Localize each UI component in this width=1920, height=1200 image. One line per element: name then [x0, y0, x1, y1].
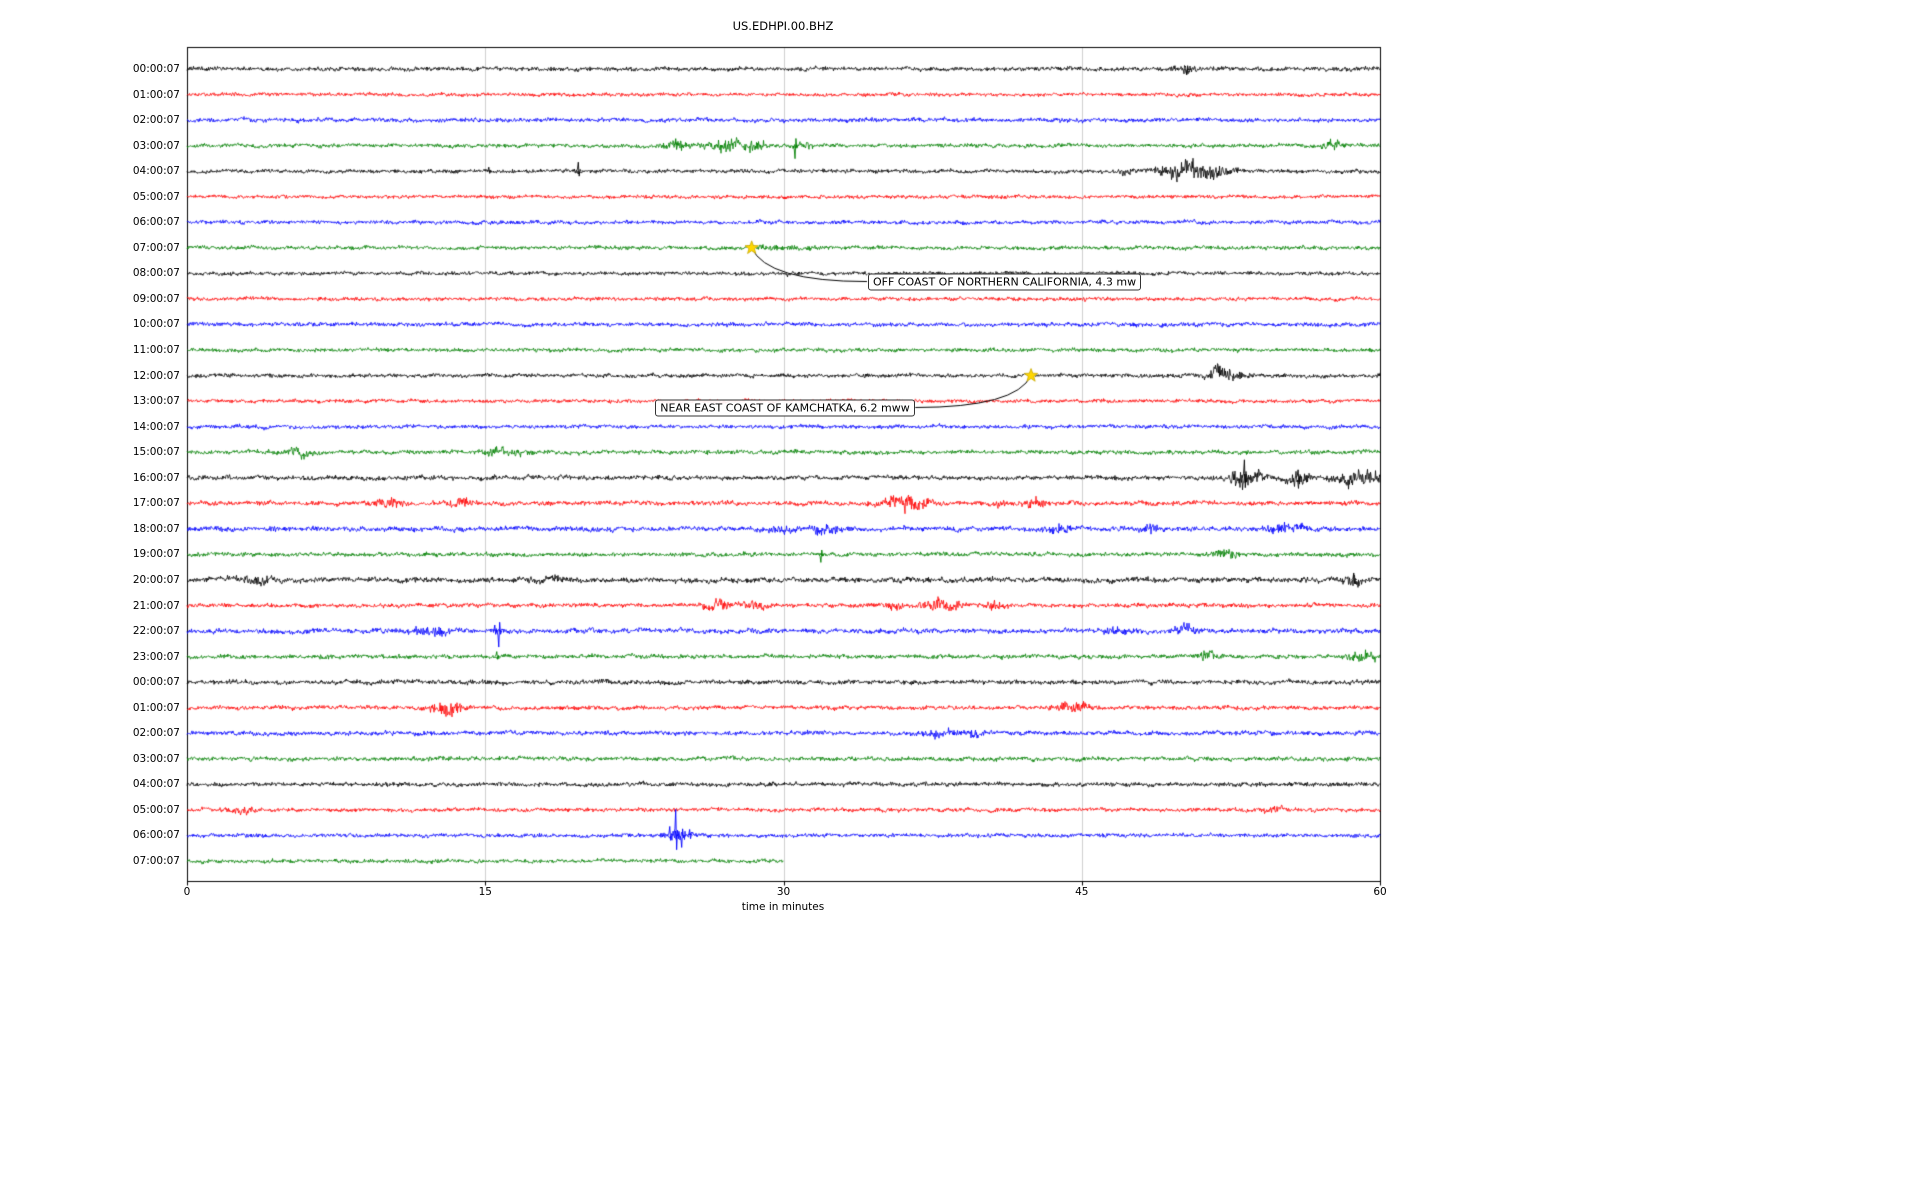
row-label: 07:00:07	[132, 854, 180, 867]
row-label: 18:00:07	[132, 522, 180, 535]
row-label: 03:00:07	[132, 139, 180, 152]
event-annotation: NEAR EAST COAST OF KAMCHATKA, 6.2 mww	[655, 399, 915, 416]
x-tick-label: 15	[478, 886, 492, 898]
row-label: 06:00:07	[132, 829, 180, 842]
row-label: 22:00:07	[132, 625, 180, 638]
row-label: 04:00:07	[132, 778, 180, 791]
row-label: 00:00:07	[132, 676, 180, 689]
row-label: 06:00:07	[132, 216, 180, 229]
row-label: 21:00:07	[132, 599, 180, 612]
row-label: 15:00:07	[132, 446, 180, 459]
row-label: 05:00:07	[132, 190, 180, 203]
row-label: 03:00:07	[132, 752, 180, 765]
event-annotation: OFF COAST OF NORTHERN CALIFORNIA, 4.3 mw	[868, 273, 1142, 291]
row-label: 00:00:07	[132, 63, 180, 75]
row-label: 19:00:07	[132, 548, 180, 561]
row-label: 11:00:07	[132, 344, 180, 357]
row-label: 01:00:07	[132, 701, 180, 714]
row-label: 07:00:07	[132, 241, 180, 254]
row-label: 02:00:07	[132, 727, 180, 740]
row-label: 05:00:07	[132, 803, 180, 816]
x-tick-label: 45	[1075, 886, 1089, 898]
row-label: 17:00:07	[132, 497, 180, 510]
chart-title: US.EDHPI.00.BHZ	[732, 19, 834, 33]
row-label: 10:00:07	[132, 318, 180, 331]
row-label: 08:00:07	[132, 267, 180, 280]
row-label: 04:00:07	[132, 165, 180, 178]
row-label: 23:00:07	[132, 650, 180, 663]
row-label: 09:00:07	[132, 292, 180, 305]
x-tick-label: 0	[183, 886, 191, 898]
row-label: 13:00:07	[132, 395, 180, 408]
row-label: 14:00:07	[132, 420, 180, 433]
row-label: 01:00:07	[132, 88, 180, 101]
x-axis-label: time in minutes	[741, 901, 825, 913]
x-tick-label: 60	[1373, 886, 1387, 898]
row-label: 12:00:07	[132, 369, 180, 382]
row-label: 02:00:07	[132, 114, 180, 127]
row-label: 16:00:07	[132, 471, 180, 484]
row-label: 20:00:07	[132, 573, 180, 586]
x-tick-label: 30	[776, 886, 791, 898]
